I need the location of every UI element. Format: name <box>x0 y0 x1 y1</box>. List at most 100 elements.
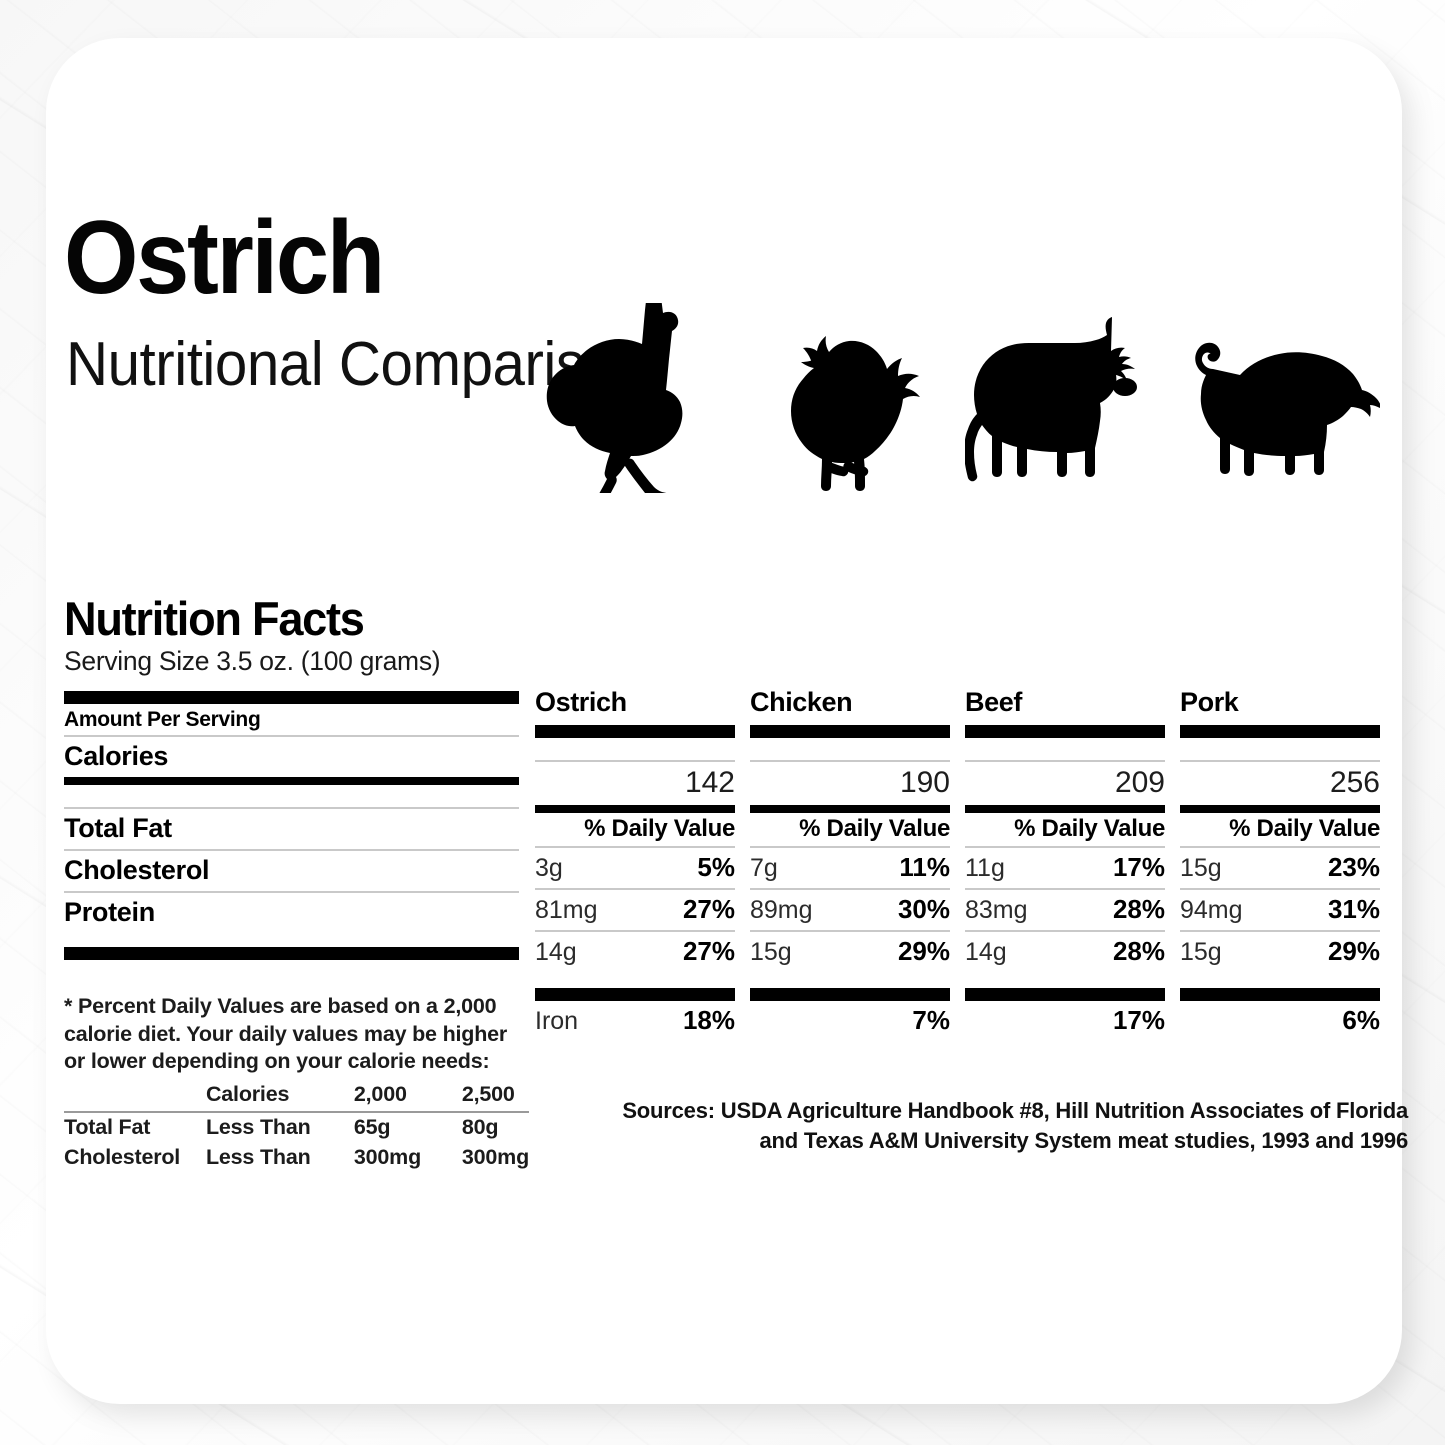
cholesterol-row: 81mg 27% <box>535 890 735 930</box>
divider-med <box>965 805 1165 813</box>
infographic-card: Ostrich Nutritional Comparison Nutrition… <box>46 38 1408 1404</box>
pig-silhouette-icon <box>1180 303 1380 493</box>
protein-amount: 15g <box>750 938 792 966</box>
daily-value-header: % Daily Value <box>1014 815 1165 842</box>
divider-thin <box>535 846 735 848</box>
total-fat-amount: 3g <box>535 854 563 882</box>
spacer <box>1180 972 1380 988</box>
chicken-silhouette-icon <box>750 303 950 493</box>
nutrition-facts-panel: Nutrition Facts Serving Size 3.5 oz. (10… <box>64 595 519 960</box>
cholesterol-row: 94mg 31% <box>1180 890 1380 930</box>
divider-thin <box>965 930 1165 932</box>
table-row: Cholesterol Less Than 300mg 300mg <box>64 1143 529 1173</box>
cholesterol-percent: 30% <box>897 894 950 924</box>
calories-value-row: 142 <box>535 762 735 805</box>
iron-row: 17% <box>965 1001 1165 1040</box>
spacer <box>965 972 1165 988</box>
iron-row: Iron 18% <box>535 1001 735 1041</box>
total-fat-amount: 15g <box>1180 854 1222 882</box>
spacer <box>965 738 1165 760</box>
table-row: Total Fat Less Than 65g 80g <box>64 1112 529 1143</box>
iron-row: 6% <box>1180 1001 1380 1040</box>
protein-percent: 29% <box>1327 936 1380 966</box>
divider-thin <box>965 760 1165 762</box>
dv-cell-less-than: Less Than <box>205 1144 311 1169</box>
cholesterol-row: 83mg 28% <box>965 890 1165 930</box>
divider-thin <box>1180 760 1380 762</box>
calories-value: 142 <box>684 766 735 799</box>
column-header-ostrich: Ostrich <box>535 687 627 717</box>
divider-thin <box>750 846 950 848</box>
divider-thin <box>64 806 519 809</box>
cholesterol-percent: 27% <box>682 894 735 924</box>
iron-percent: 7% <box>912 1005 950 1035</box>
calories-label: Calories <box>64 740 169 771</box>
total-fat-percent: 5% <box>697 852 735 882</box>
daily-value-table: Calories 2,000 2,500 Total Fat Less Than… <box>64 1080 529 1173</box>
cholesterol-amount: 83mg <box>965 896 1028 924</box>
divider-thin <box>1180 930 1380 932</box>
protein-amount: 15g <box>1180 938 1222 966</box>
dv-cell-chol-2000: 300mg <box>353 1144 422 1169</box>
sources-note: Sources: USDA Agriculture Handbook #8, H… <box>535 1096 1408 1157</box>
spacer <box>535 972 735 988</box>
divider-thick <box>750 988 950 1001</box>
spacer <box>64 785 519 807</box>
table-row-header: Calories 2,000 2,500 <box>64 1080 529 1113</box>
divider-med <box>750 805 950 813</box>
row-label-cholesterol: Cholesterol <box>64 854 210 885</box>
spacer <box>750 738 950 760</box>
protein-amount: 14g <box>965 938 1007 966</box>
iron-row: 7% <box>750 1001 950 1040</box>
divider-med <box>64 776 519 785</box>
calories-value-row: 190 <box>750 762 950 805</box>
divider-thick <box>1180 988 1380 1001</box>
amount-per-serving-label: Amount Per Serving <box>64 707 261 731</box>
column-header-pork: Pork <box>1180 687 1239 717</box>
dv-cell-chol-2500: 300mg <box>461 1144 529 1169</box>
divider-thin <box>535 930 735 932</box>
divider-thick <box>535 988 735 1001</box>
divider-thin <box>1180 846 1380 848</box>
divider-thin <box>965 888 1165 890</box>
divider-thin <box>64 890 519 893</box>
daily-value-header: % Daily Value <box>1229 815 1380 842</box>
footnote-text: * Percent Daily Values are based on a 2,… <box>64 994 508 1074</box>
divider-med <box>535 805 735 813</box>
column-header-beef: Beef <box>965 687 1022 717</box>
calories-value-row: 256 <box>1180 762 1380 805</box>
column-header-chicken: Chicken <box>750 687 853 717</box>
dv-cell-cholesterol: Cholesterol <box>64 1144 181 1169</box>
row-label-protein: Protein <box>64 896 155 927</box>
cholesterol-amount: 94mg <box>1180 896 1243 924</box>
divider-med <box>1180 805 1380 813</box>
ostrich-silhouette-icon <box>535 303 735 493</box>
cholesterol-percent: 28% <box>1112 894 1165 924</box>
dv-header-calories: Calories <box>205 1081 290 1106</box>
sources-line-2: and Texas A&M University System meat stu… <box>759 1128 1409 1154</box>
dv-header-2000: 2,000 <box>353 1081 407 1106</box>
protein-amount: 14g <box>535 938 577 966</box>
dv-cell-less-than: Less Than <box>205 1115 311 1140</box>
calories-value-row: 209 <box>965 762 1165 805</box>
protein-percent: 29% <box>897 936 950 966</box>
total-fat-row: 11g 17% <box>965 848 1165 888</box>
divider-thin <box>535 888 735 890</box>
iron-percent: 18% <box>682 1005 735 1035</box>
nutrition-facts-heading: Nutrition Facts <box>64 592 365 645</box>
divider-thin <box>965 846 1165 848</box>
protein-row: 15g 29% <box>750 932 950 972</box>
divider-thin <box>1180 888 1380 890</box>
dv-cell-fat-2000: 65g <box>353 1115 391 1140</box>
protein-row: 14g 27% <box>535 932 735 972</box>
divider-thin <box>750 930 950 932</box>
spacer <box>750 972 950 988</box>
protein-percent: 28% <box>1112 936 1165 966</box>
divider-thin <box>535 760 735 762</box>
total-fat-percent: 17% <box>1112 852 1165 882</box>
cholesterol-percent: 31% <box>1327 894 1380 924</box>
cow-silhouette-icon <box>965 303 1165 493</box>
iron-percent: 17% <box>1112 1005 1165 1035</box>
dv-cell-total-fat: Total Fat <box>64 1115 151 1140</box>
divider-thick-bottom <box>64 946 519 960</box>
